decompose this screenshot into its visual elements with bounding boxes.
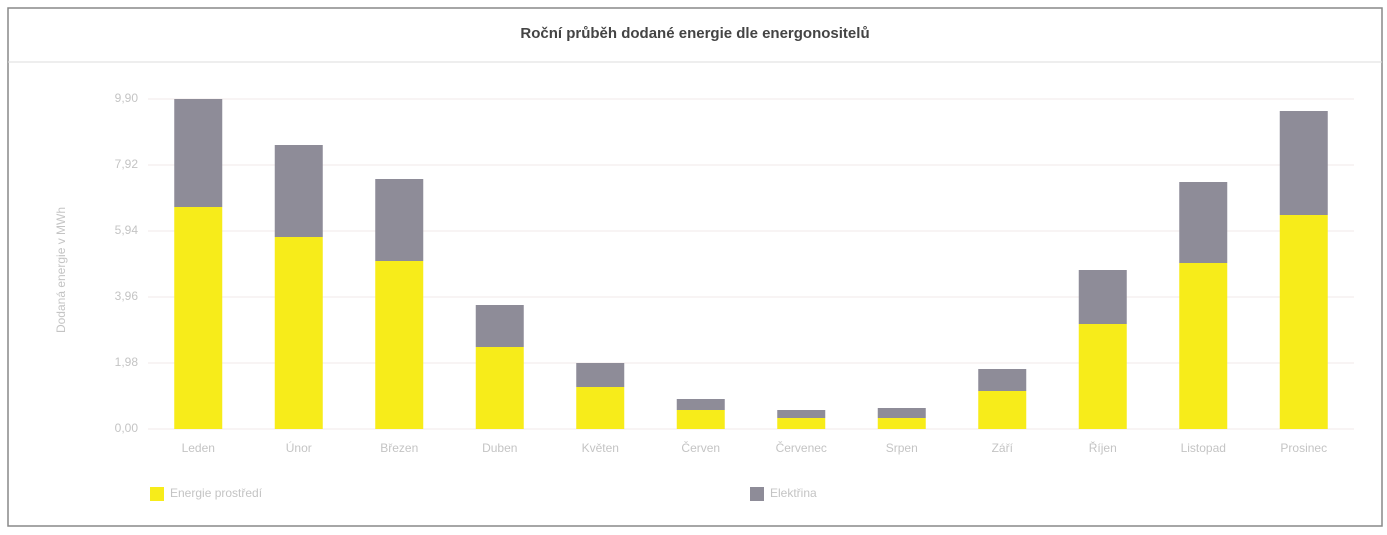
bar-segment xyxy=(1279,215,1328,429)
x-tick-label: Prosinec xyxy=(1280,441,1327,455)
bar-segment xyxy=(676,410,725,429)
bar-segment xyxy=(877,418,926,429)
bar-segment xyxy=(777,410,826,418)
bar-segment xyxy=(375,261,424,429)
bar-segment xyxy=(1078,270,1127,324)
y-tick-label: 0,00 xyxy=(115,421,139,435)
bar-segment xyxy=(978,391,1027,429)
x-tick-label: Duben xyxy=(482,441,517,455)
bar-segment xyxy=(676,399,725,410)
bar-segment xyxy=(576,363,625,387)
bar-segment xyxy=(978,369,1027,391)
bar-segment xyxy=(777,418,826,429)
bar-segment xyxy=(1179,263,1228,429)
x-tick-label: Únor xyxy=(286,440,312,455)
x-tick-label: Září xyxy=(992,441,1014,455)
bar-segment xyxy=(174,207,223,429)
bar-segment xyxy=(274,237,323,429)
legend-swatch xyxy=(150,487,164,501)
bar-segment xyxy=(1078,324,1127,429)
x-tick-label: Říjen xyxy=(1089,440,1117,455)
y-tick-label: 3,96 xyxy=(115,289,139,303)
x-tick-label: Listopad xyxy=(1181,441,1226,455)
bar-segment xyxy=(274,145,323,237)
y-tick-label: 5,94 xyxy=(115,223,139,237)
bar-segment xyxy=(877,408,926,418)
x-tick-label: Červenec xyxy=(776,440,827,455)
bar-segment xyxy=(174,99,223,207)
bar-segment xyxy=(1279,111,1328,215)
y-tick-label: 7,92 xyxy=(115,157,139,171)
y-tick-label: 1,98 xyxy=(115,355,139,369)
legend-label: Elektřina xyxy=(770,486,817,500)
x-tick-label: Květen xyxy=(582,441,619,455)
y-axis-label: Dodaná energie v MWh xyxy=(54,207,68,333)
frame xyxy=(7,7,1383,527)
bar-segment xyxy=(1179,182,1228,263)
chart-title: Roční průběh dodané energie dle energono… xyxy=(520,25,869,42)
bar-segment xyxy=(475,305,524,347)
x-tick-label: Srpen xyxy=(886,441,918,455)
x-tick-label: Červen xyxy=(681,440,720,455)
bar-segment xyxy=(576,387,625,429)
bar-segment xyxy=(375,179,424,261)
y-tick-label: 9,90 xyxy=(115,91,139,105)
legend-swatch xyxy=(750,487,764,501)
legend-label: Energie prostředí xyxy=(170,486,263,500)
x-tick-label: Březen xyxy=(380,441,418,455)
bar-segment xyxy=(475,347,524,429)
x-tick-label: Leden xyxy=(182,441,215,455)
